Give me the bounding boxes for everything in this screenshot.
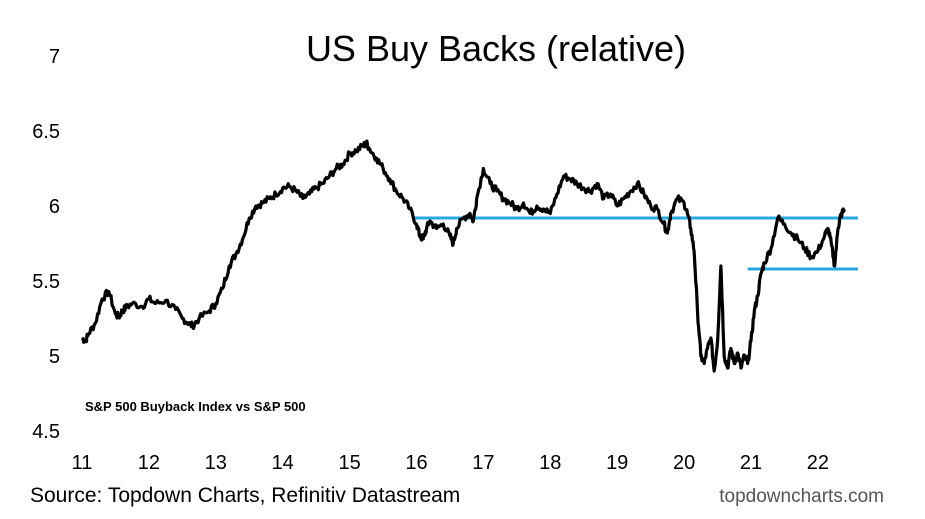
y-tick-label: 4.5: [32, 421, 60, 443]
x-tick-label: 16: [405, 452, 427, 474]
y-axis-ticks: 4.5 5 5.5 6 6.5 7: [32, 46, 60, 443]
x-tick-label: 18: [539, 452, 561, 474]
x-tick-label: 14: [272, 452, 294, 474]
y-tick-label: 7: [49, 46, 60, 68]
y-tick-label: 5: [49, 346, 60, 368]
x-tick-label: 13: [205, 452, 227, 474]
x-tick-label: 12: [138, 452, 160, 474]
y-tick-label: 6.5: [32, 121, 60, 143]
x-tick-label: 15: [338, 452, 360, 474]
y-tick-label: 5.5: [32, 271, 60, 293]
x-tick-label: 20: [673, 452, 695, 474]
chart-title: US Buy Backs (relative): [306, 28, 686, 69]
brand-watermark: topdowncharts.com: [719, 486, 884, 507]
x-axis-ticks: 11 12 13 14 15 16 17 18 19 20 21 22: [72, 452, 829, 474]
x-tick-label: 11: [72, 452, 93, 474]
x-tick-label: 19: [606, 452, 628, 474]
x-tick-label: 22: [807, 452, 829, 474]
series-line-buyback-ratio: [80, 139, 846, 373]
y-tick-label: 6: [49, 196, 60, 218]
series-annotation: S&P 500 Buyback Index vs S&P 500: [85, 399, 306, 414]
source-note: Source: Topdown Charts, Refinitiv Datast…: [30, 484, 460, 507]
x-tick-label: 17: [472, 452, 494, 474]
reference-lines: [413, 216, 859, 271]
x-tick-label: 21: [740, 452, 762, 474]
